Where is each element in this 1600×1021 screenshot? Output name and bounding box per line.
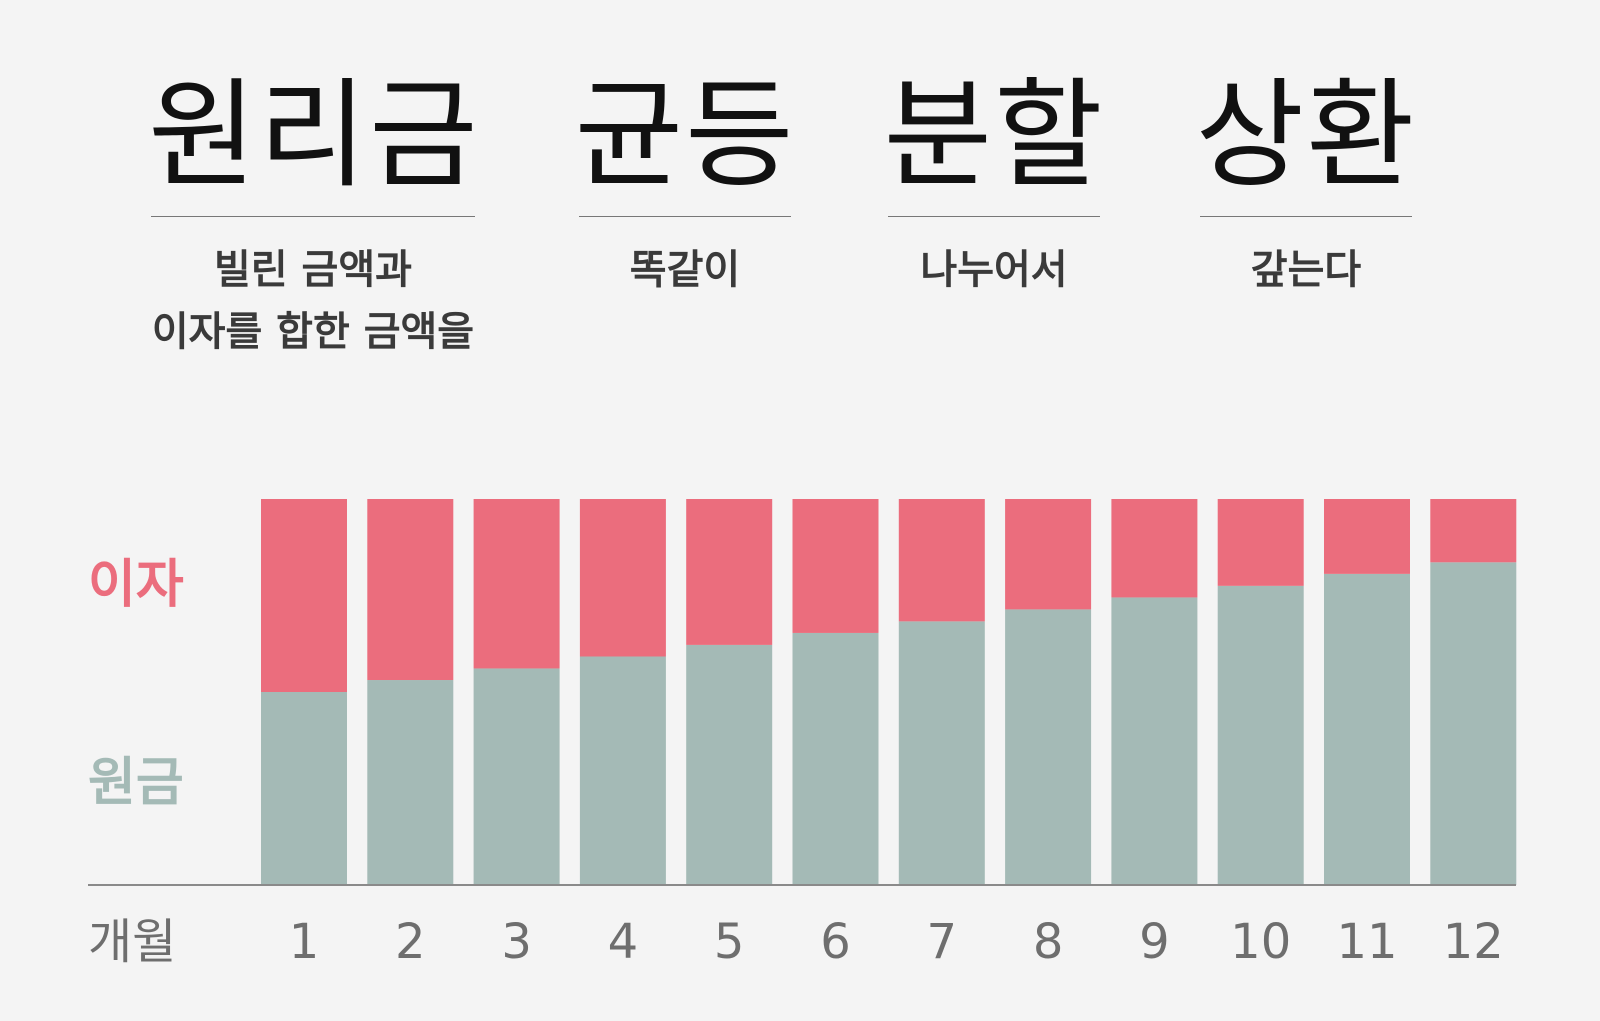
bar-interest-month-6: [792, 499, 879, 633]
term-gyundeung: 균등 똑같이: [520, 60, 850, 301]
legend-principal-label: 원금: [88, 753, 184, 813]
bar-interest-month-4: [579, 499, 666, 657]
x-tick-label: 1: [289, 914, 320, 970]
bar-interest-month-1: [261, 499, 347, 692]
x-tick-label: 9: [1139, 914, 1170, 970]
bar-interest-month-5: [686, 499, 773, 645]
term-underline: [151, 216, 475, 217]
bar-interest-month-12: [1430, 499, 1517, 563]
bar-principal-month-4: [579, 656, 666, 885]
x-tick-label: 10: [1230, 914, 1291, 970]
bar-principal-month-6: [792, 632, 879, 885]
term-meaning: 빌린 금액과 이자를 합한 금액을: [151, 247, 475, 355]
bar-principal-month-10: [1217, 585, 1304, 885]
term-underline: [1200, 216, 1412, 217]
term-meaning: 똑같이: [629, 247, 741, 293]
term-word: 분할: [883, 66, 1105, 204]
bar-principal-month-5: [686, 644, 773, 885]
term-sanghwan: 상환 갚는다: [1141, 60, 1471, 301]
x-tick-label: 2: [395, 914, 426, 970]
x-tick-label: 4: [608, 914, 639, 970]
term-underline: [888, 216, 1100, 217]
bar-principal-month-3: [473, 668, 560, 885]
x-tick-label: 8: [1033, 914, 1064, 970]
x-tick-label: 7: [927, 914, 958, 970]
legend-interest-label: 이자: [88, 555, 184, 615]
term-word: 원리금: [148, 66, 480, 204]
bar-group: [261, 499, 1517, 885]
term-meaning: 나누어서: [920, 247, 1068, 293]
bar-principal-month-8: [1005, 609, 1092, 885]
term-word: 상환: [1195, 66, 1417, 204]
x-tick-label: 11: [1336, 914, 1397, 970]
bar-principal-month-7: [898, 621, 985, 885]
bar-interest-month-8: [1005, 499, 1092, 610]
x-tick-label: 6: [820, 914, 851, 970]
bar-interest-month-10: [1217, 499, 1304, 586]
bar-interest-month-2: [367, 499, 454, 681]
bar-interest-month-3: [473, 499, 560, 669]
term-bunhal: 분할 나누어서: [829, 60, 1159, 301]
bar-principal-month-2: [367, 680, 454, 885]
bar-principal-month-11: [1324, 573, 1410, 885]
bar-principal-month-12: [1430, 562, 1517, 885]
x-tick-label: 3: [501, 914, 532, 970]
bar-interest-month-7: [898, 499, 985, 622]
bar-interest-month-9: [1111, 499, 1198, 598]
term-word: 균등: [574, 66, 796, 204]
x-axis-label: 개월: [88, 914, 176, 970]
term-wonrigeum: 원리금 빌린 금액과 이자를 합한 금액을: [148, 60, 478, 363]
bar-principal-month-1: [261, 692, 347, 885]
term-meaning: 갚는다: [1250, 247, 1362, 293]
term-underline: [579, 216, 791, 217]
x-tick-label: 12: [1443, 914, 1504, 970]
x-tick-label: 5: [714, 914, 745, 970]
bar-interest-month-11: [1324, 499, 1410, 574]
x-tick-labels: 1 2 3 4 5 6 7 8 9 10 11 12: [289, 914, 1504, 970]
bar-principal-month-9: [1111, 597, 1198, 885]
